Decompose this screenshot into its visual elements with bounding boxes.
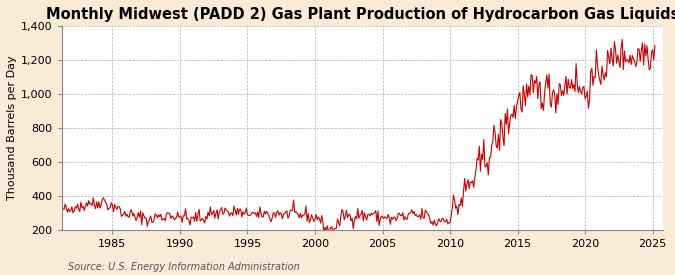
Y-axis label: Thousand Barrels per Day: Thousand Barrels per Day — [7, 56, 17, 200]
Title: Monthly Midwest (PADD 2) Gas Plant Production of Hydrocarbon Gas Liquids: Monthly Midwest (PADD 2) Gas Plant Produ… — [46, 7, 675, 22]
Text: Source: U.S. Energy Information Administration: Source: U.S. Energy Information Administ… — [68, 262, 299, 272]
